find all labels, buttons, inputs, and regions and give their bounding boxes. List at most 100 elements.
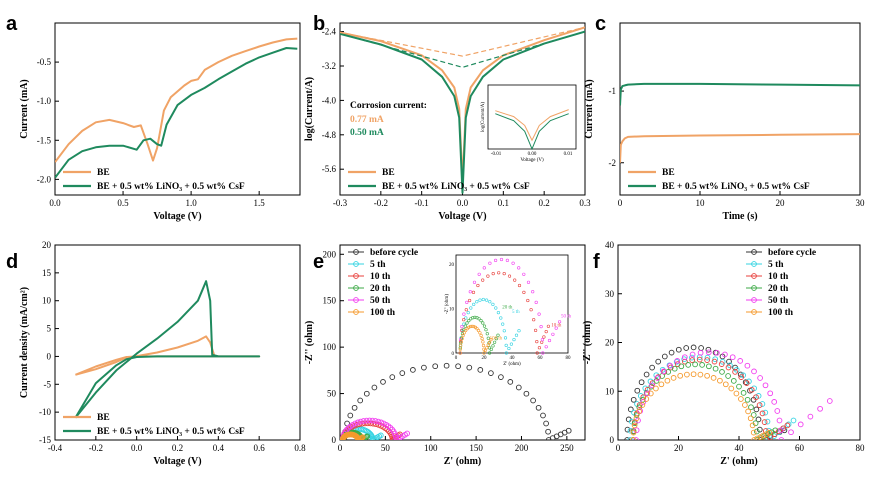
inset-point [458, 347, 462, 351]
data-point [653, 378, 660, 384]
x-tick-label: 0.6 [254, 443, 266, 453]
data-point [754, 435, 760, 440]
panel-b: b -0.3 -0.2 -0.1 0.0 0.1 0.2 0.3 -2.4 -3.2 -4.0 -4.… [304, 13, 591, 222]
data-point [728, 385, 735, 392]
legend-label: 5 th [768, 260, 784, 270]
data-point [712, 356, 719, 363]
data-point [766, 437, 773, 440]
x-tick-label: 0 [616, 443, 621, 453]
data-point [363, 390, 370, 397]
inset-x-tick: 60 [538, 356, 544, 361]
data-point [649, 364, 655, 371]
inset-series-label: 10 th [551, 323, 562, 328]
annotation-value: 0.50 mA [350, 128, 384, 138]
inset-point [470, 324, 474, 328]
inset-point [537, 312, 541, 316]
data-point [704, 357, 710, 363]
data-point [364, 420, 371, 427]
legend-label: BE [97, 168, 110, 178]
x-tick-label: -0.4 [48, 443, 63, 453]
data-point [732, 369, 738, 375]
inset-point [465, 321, 469, 325]
data-point [761, 419, 768, 425]
legend-marker [353, 249, 359, 255]
inset-point [485, 332, 489, 336]
inset-point [514, 333, 519, 337]
data-point [488, 370, 494, 376]
inset-point [468, 298, 472, 303]
data-point [630, 429, 637, 436]
data-point [774, 408, 781, 414]
legend-label: BE [382, 168, 395, 178]
data-point [515, 384, 522, 391]
data-point [771, 399, 778, 405]
legend-marker [751, 309, 757, 315]
inset-point [481, 321, 485, 325]
data-point [630, 437, 636, 440]
x-axis-label: Voltage (V) [438, 211, 486, 222]
data-point [817, 405, 823, 412]
data-point [677, 372, 684, 379]
data-point [704, 354, 711, 361]
y-tick-label: -1.5 [37, 135, 52, 145]
data-point [748, 386, 755, 393]
data-point [760, 432, 767, 439]
series-line [55, 47, 298, 179]
inset-point [462, 331, 466, 335]
inset-x-tick: 80 [566, 356, 572, 361]
legend-marker [353, 309, 359, 315]
data-point [668, 349, 675, 356]
data-point [759, 410, 766, 417]
y-axis-label: Current (mA) [584, 79, 595, 139]
data-point [767, 390, 774, 397]
data-point [545, 437, 552, 440]
inset-line [495, 113, 569, 151]
inset-point [466, 311, 470, 315]
legend-label: before cycle [768, 248, 816, 258]
y-tick-label: 20 [605, 338, 615, 348]
legend-label: BE [97, 413, 110, 423]
data-point [644, 390, 651, 397]
inset-point [472, 302, 476, 307]
inset-point [462, 318, 466, 322]
inset-x-tick: 0.00 [528, 152, 537, 157]
data-point [766, 429, 773, 436]
legend-label: BE + 0.5 wt% LiNO₃ + 0.5 wt% CsF [97, 182, 245, 192]
data-point [748, 404, 754, 411]
plot-area [340, 362, 572, 440]
inset-point [494, 306, 498, 310]
inset: -0.01 0.00 0.01 Voltage (V) log(Current/A) [481, 84, 577, 163]
inset-point [484, 328, 488, 332]
annotation-title: Corrosion current: [350, 101, 427, 111]
data-point [633, 437, 639, 440]
y-tick-label: 10 [42, 296, 52, 306]
series-line [74, 280, 261, 419]
x-axis-label: Voltage (V) [153, 456, 201, 467]
data-point [790, 417, 797, 424]
data-point [675, 346, 682, 353]
x-tick-label: 80 [856, 443, 866, 453]
inset-point [479, 319, 483, 323]
legend-label: BE + 0.5 wt% LiNO₃ + 0.5 wt% CsF [97, 427, 245, 437]
data-point [351, 404, 358, 411]
data-point [399, 370, 406, 376]
data-point [757, 437, 764, 440]
inset-point [464, 316, 468, 320]
inset-point [464, 308, 468, 312]
data-point [749, 422, 756, 429]
data-point [681, 354, 688, 361]
panel-f: f 0 20 40 60 80 0 10 20 30 40 Z' (ohm) -Z'' (ohm) bef… [582, 240, 865, 467]
data-point [655, 358, 662, 365]
data-point [726, 358, 732, 365]
inset-point [509, 342, 514, 346]
inset-point [477, 272, 481, 276]
data-point [432, 363, 439, 370]
y-tick-label: 40 [605, 240, 615, 250]
data-point [628, 418, 635, 425]
data-point [683, 345, 690, 351]
legend-label: 50 th [370, 296, 391, 306]
legend-label: BE [662, 168, 675, 178]
x-tick-label: 0.0 [457, 198, 469, 208]
inset-point [541, 351, 545, 355]
